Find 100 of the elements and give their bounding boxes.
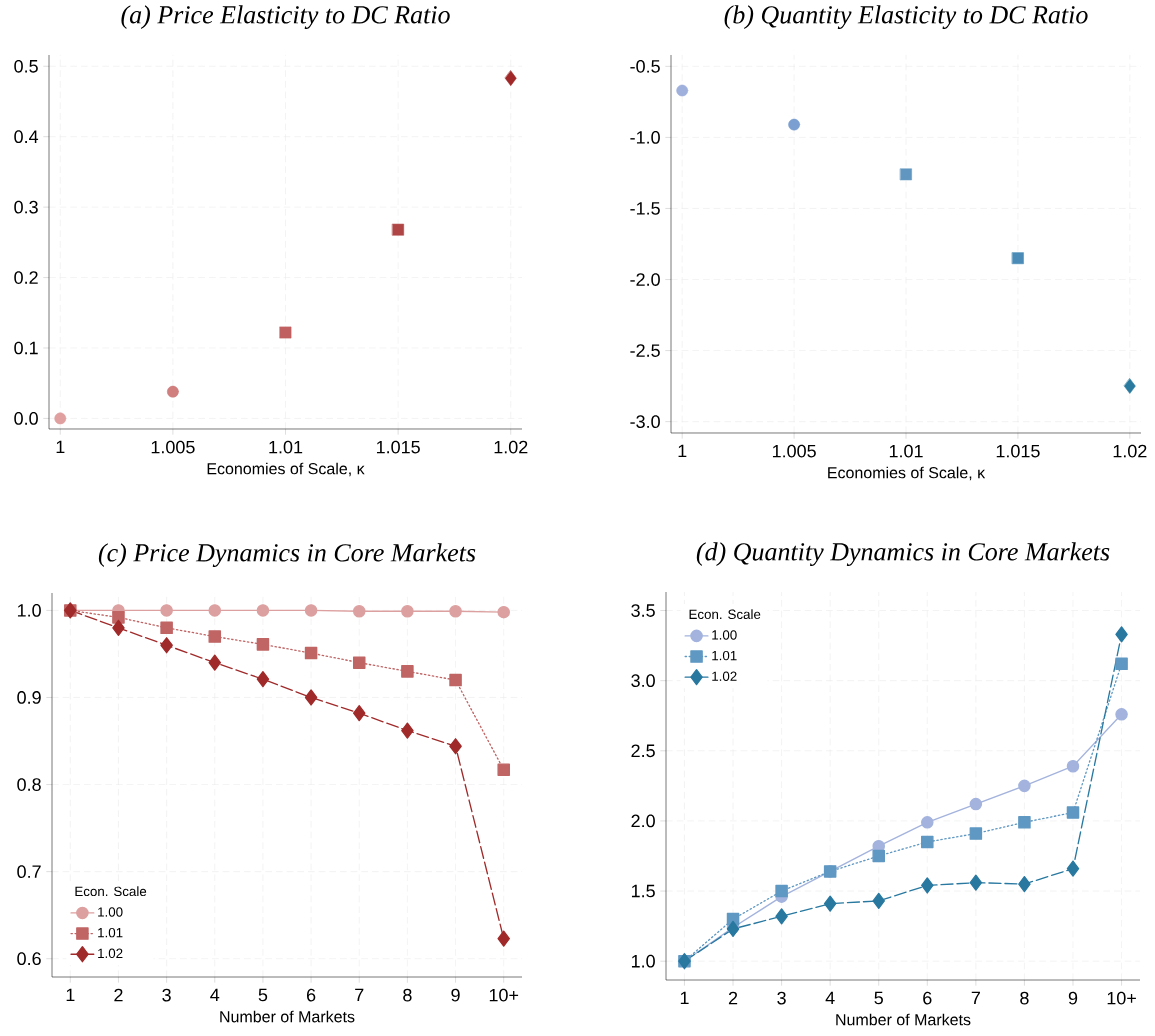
y-tick-label: 0.8 xyxy=(17,778,41,791)
y-tick-label: 2.0 xyxy=(631,814,655,828)
x-tick-label: 1.01 xyxy=(889,444,923,458)
y-tick-label: 0.6 xyxy=(17,952,41,966)
point xyxy=(54,412,67,425)
y-tick-label: 3.0 xyxy=(631,674,655,688)
point xyxy=(112,611,125,624)
y-tick-label: 0.9 xyxy=(17,691,41,704)
x-tick-label: 1.005 xyxy=(772,444,816,458)
x-tick-label: 2 xyxy=(114,988,123,1002)
point xyxy=(449,673,462,687)
x-tick-label: 10+ xyxy=(489,988,519,1002)
x-tick-label: 1 xyxy=(680,991,689,1005)
x-tick-label: 3 xyxy=(162,988,171,1002)
point xyxy=(921,835,934,849)
x-tick-label: 1.015 xyxy=(996,444,1040,458)
y-tick-label: 2.5 xyxy=(631,744,655,758)
point xyxy=(167,385,179,398)
chart-title: (c) Price Dynamics in Core Markets xyxy=(98,543,476,567)
point xyxy=(401,722,414,739)
x-axis-title: Economies of Scale, κ xyxy=(828,466,986,481)
y-tick-label: 1.0 xyxy=(17,604,41,617)
point xyxy=(497,605,510,619)
x-tick-label: 9 xyxy=(451,988,460,1002)
point xyxy=(504,70,517,86)
point xyxy=(304,604,318,617)
y-tick-label: 1.5 xyxy=(631,884,655,898)
point xyxy=(256,604,270,617)
x-tick-label: 5 xyxy=(874,991,883,1005)
point xyxy=(160,621,173,635)
point xyxy=(208,654,222,671)
point xyxy=(449,605,462,618)
y-tick-label: 0.2 xyxy=(14,271,38,284)
y-tick-label: -2.0 xyxy=(630,273,660,286)
point xyxy=(1123,378,1136,394)
x-tick-label: 1 xyxy=(678,444,687,458)
x-tick-label: 6 xyxy=(923,991,932,1005)
point xyxy=(775,884,788,898)
y-tick-label: 0.0 xyxy=(14,412,38,425)
y-tick-label: -1.0 xyxy=(630,131,660,144)
point xyxy=(256,638,270,651)
y-tick-label: 0.3 xyxy=(14,200,38,214)
point xyxy=(1018,779,1031,793)
x-tick-label: 2 xyxy=(728,991,738,1005)
x-tick-label: 8 xyxy=(1020,991,1029,1005)
chart-title: (d) Quantity Dynamics in Core Markets xyxy=(696,542,1110,566)
y-tick-label: 1.0 xyxy=(631,954,655,968)
point xyxy=(392,223,404,236)
x-tick-label: 7 xyxy=(355,988,364,1002)
point xyxy=(1115,708,1128,721)
point xyxy=(726,920,740,938)
x-tick-label: 4 xyxy=(825,991,835,1005)
point xyxy=(160,604,173,617)
point xyxy=(497,930,510,947)
x-tick-label: 1 xyxy=(56,440,65,454)
point xyxy=(1018,816,1031,829)
point xyxy=(900,168,912,181)
point xyxy=(352,605,366,618)
point xyxy=(160,637,173,654)
point xyxy=(208,604,222,617)
point xyxy=(775,908,788,925)
point xyxy=(352,656,366,669)
x-tick-label: 1.02 xyxy=(1113,444,1147,458)
point xyxy=(969,827,983,840)
point xyxy=(1066,806,1080,819)
y-tick-label: 0.1 xyxy=(14,341,38,355)
x-tick-label: 4 xyxy=(210,988,220,1002)
legend-label: 1.00 xyxy=(712,630,737,640)
x-axis-title: Economies of Scale, κ xyxy=(207,462,365,477)
legend-title: Econ. Scale xyxy=(689,609,761,620)
y-tick-label: -0.5 xyxy=(630,59,660,73)
y-tick-label: 0.7 xyxy=(17,865,41,878)
x-axis-title: Number of Markets xyxy=(220,1010,355,1023)
y-tick-label: -1.5 xyxy=(630,202,660,215)
point xyxy=(921,816,934,829)
legend-label: 1.00 xyxy=(98,907,123,917)
x-tick-label: 1.01 xyxy=(269,440,303,454)
legend-label: 1.01 xyxy=(712,650,737,661)
x-tick-label: 1.02 xyxy=(494,440,528,454)
point xyxy=(823,895,837,912)
point xyxy=(969,874,983,891)
x-tick-label: 8 xyxy=(403,988,412,1002)
point xyxy=(208,630,222,643)
y-tick-label: -2.5 xyxy=(630,344,660,357)
point xyxy=(112,619,125,636)
y-tick-label: 0.5 xyxy=(14,59,38,73)
point xyxy=(872,892,885,910)
x-tick-label: 7 xyxy=(971,991,980,1005)
point xyxy=(497,763,510,777)
point xyxy=(872,849,885,863)
point xyxy=(788,118,800,131)
y-tick-label: -3.0 xyxy=(630,415,660,428)
y-tick-label: 0.4 xyxy=(14,130,39,144)
point xyxy=(449,738,462,755)
point xyxy=(256,671,270,688)
x-tick-label: 1.005 xyxy=(151,440,195,454)
point xyxy=(969,797,983,811)
chart-title: (a) Price Elasticity to DC Ratio xyxy=(121,5,450,29)
legend-label: 1.02 xyxy=(98,948,123,959)
point xyxy=(352,705,366,722)
